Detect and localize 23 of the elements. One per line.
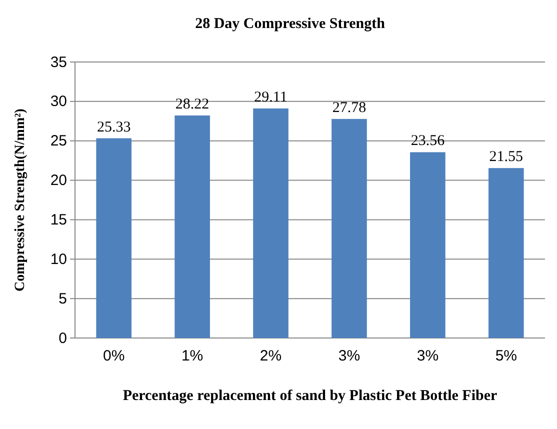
y-axis-title: Compressive Strength(N/mm²) [13,108,28,292]
x-tick-label: 2% [260,348,282,365]
data-label: 23.56 [410,133,446,150]
x-tick-label: 3% [416,348,439,365]
x-tick-label: 1% [181,348,204,365]
data-label: 28.22 [175,96,210,112]
y-tick-label: 30 [50,93,67,110]
y-tick-label: 10 [50,250,67,268]
y-tick-label: 25 [50,132,67,150]
chart-title: 28 Day Compressive Strength [195,16,386,32]
y-tick-label: 15 [50,212,67,229]
data-label: 25.33 [96,119,131,136]
data-label: 29.11 [254,89,288,106]
y-tick-label: 35 [50,54,67,71]
y-tick-label: 0 [58,330,67,347]
data-label: 27.78 [332,100,366,116]
data-label: 21.55 [489,149,524,166]
x-tick-label: 3% [338,348,360,365]
x-tick-label: 0% [102,348,125,365]
x-tick-label: 5% [495,348,518,365]
x-axis-title: Percentage replacement of sand by Plastic Pet Bottle Fiber [122,388,498,404]
y-tick-label: 5 [58,290,67,308]
y-tick-label: 20 [50,172,67,190]
